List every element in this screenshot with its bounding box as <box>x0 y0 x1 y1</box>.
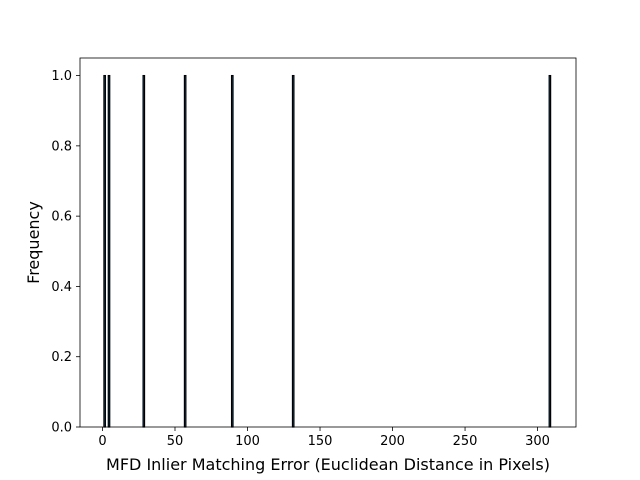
y-tick-label: 0.6 <box>51 210 72 225</box>
x-tick-label: 250 <box>453 434 478 449</box>
x-tick-label: 300 <box>525 434 550 449</box>
histogram-bar <box>183 74 187 428</box>
x-tick-label: 200 <box>380 434 405 449</box>
x-tick-label: 150 <box>308 434 333 449</box>
x-tick-label: 100 <box>235 434 260 449</box>
histogram-bar <box>142 74 146 428</box>
histogram-bar <box>230 74 234 428</box>
histogram-bar <box>107 74 111 428</box>
histogram-bar <box>103 74 106 428</box>
y-axis-label: Frequency <box>24 201 43 284</box>
y-tick-label: 0.4 <box>51 280 72 295</box>
histogram-bar <box>291 74 295 428</box>
x-axis-ticks: 0 50 100 150 200 250 300 <box>98 427 550 449</box>
y-tick-label: 1.0 <box>51 69 72 84</box>
y-tick-label: 0.8 <box>51 139 72 154</box>
y-tick-label: 0.0 <box>51 421 72 436</box>
x-axis-label: MFD Inlier Matching Error (Euclidean Dis… <box>106 455 550 474</box>
plot-frame <box>79 57 577 428</box>
x-tick-label: 50 <box>167 434 184 449</box>
histogram-bar <box>548 74 552 428</box>
y-axis-ticks: 0.0 0.2 0.4 0.6 0.8 1.0 <box>51 69 80 436</box>
y-tick-label: 0.2 <box>51 350 72 365</box>
plot-area <box>80 58 576 427</box>
x-tick-label: 0 <box>98 434 106 449</box>
